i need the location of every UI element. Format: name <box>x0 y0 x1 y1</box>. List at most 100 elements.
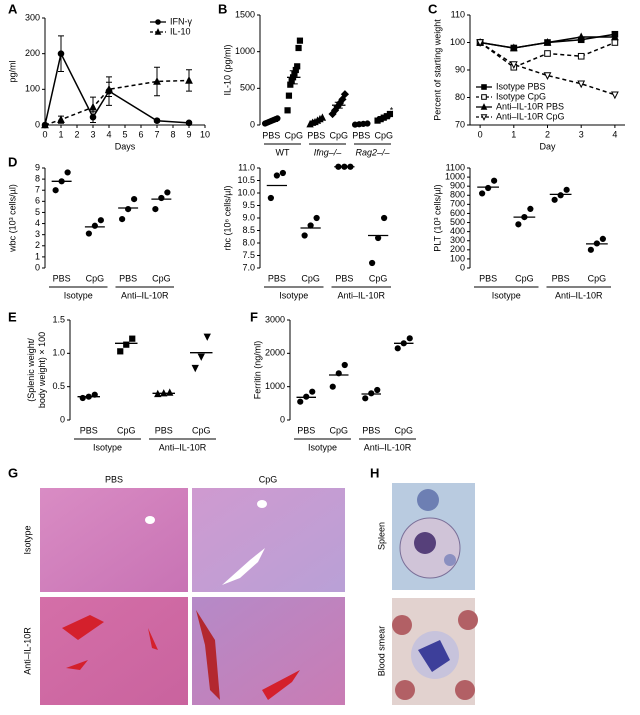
legend-marker <box>155 19 161 25</box>
point <box>267 194 274 202</box>
point <box>160 389 168 397</box>
point <box>295 44 302 52</box>
legend-label: Isotype CpG <box>496 91 546 101</box>
y-tick-label: 3 <box>35 229 40 239</box>
y-axis-label: PLT (10³ cells/µl) <box>432 184 442 251</box>
category-label: CpG <box>588 273 607 283</box>
category-label: CpG <box>301 273 320 283</box>
group-label: Isotype <box>492 290 521 300</box>
group-label: WT <box>276 147 290 157</box>
y-axis-label: (Splenic weight/body weight) × 100 <box>26 332 47 408</box>
row-label: Spleen <box>376 522 386 550</box>
y-tick-label: 8.0 <box>242 237 255 247</box>
point <box>153 77 161 85</box>
category-label: CpG <box>374 130 393 140</box>
point <box>284 107 291 114</box>
vessel <box>196 610 220 700</box>
y-tick-label: 10.5 <box>237 175 255 185</box>
legend-marker <box>154 28 162 35</box>
x-tick-label: 1 <box>58 129 63 139</box>
y-tick-label: 700 <box>450 199 465 209</box>
y-tick-label: 8.5 <box>242 225 255 235</box>
point <box>491 177 498 184</box>
category-label: PBS <box>155 425 173 435</box>
y-axis-label: Percent of starting weight <box>432 19 442 121</box>
y-tick-label: 1000 <box>445 171 465 181</box>
category-label: CpG <box>329 425 348 435</box>
point <box>509 43 518 52</box>
x-tick-label: 7 <box>154 129 159 139</box>
chart-panel: 7.0 7.5 8.0 8.5 9.0 9.5 10.0 10.5 11.0 rbc (10⁶ c… <box>222 162 391 300</box>
point <box>599 235 606 243</box>
legend-label: IFN-γ <box>170 16 192 26</box>
point <box>551 196 558 203</box>
y-tick-label: 4 <box>35 218 40 228</box>
group-label: Isotype <box>279 290 308 300</box>
category-label: CpG <box>192 425 211 435</box>
point <box>341 361 348 369</box>
chart-panel: A 0 100 200 300 pg/ml 0 1 2 3 4 5 6 7 8 9 10 Days IFN-γIL-… <box>7 1 210 151</box>
point <box>557 192 564 199</box>
x-tick-label: 9 <box>186 129 191 139</box>
point <box>368 390 375 397</box>
x-tick-label: 3 <box>579 129 584 139</box>
point <box>362 395 369 402</box>
point <box>335 370 342 377</box>
point <box>297 398 304 405</box>
point <box>164 189 171 196</box>
row-label: Isotype <box>22 525 32 554</box>
x-tick-label: 10 <box>200 129 210 139</box>
point <box>285 92 293 99</box>
group-label: Isotype <box>308 442 337 452</box>
legend-marker <box>481 94 487 100</box>
cytology-images <box>392 483 478 705</box>
histology-images <box>40 488 345 705</box>
point <box>544 50 551 57</box>
row-label: Anti–IL-10R <box>22 627 32 675</box>
x-tick-label: 4 <box>612 129 617 139</box>
nucleus <box>414 532 436 554</box>
y-tick-label: 5 <box>35 207 40 217</box>
panel-letter: B <box>218 1 227 16</box>
image <box>40 488 188 592</box>
column-label: CpG <box>259 474 278 484</box>
row-label: Blood smear <box>376 626 386 677</box>
y-axis-label: IL-10 (pg/ml) <box>222 44 232 95</box>
vessel <box>262 670 300 700</box>
x-tick-label: 4 <box>106 129 111 139</box>
image <box>192 488 345 592</box>
y-axis-label: Ferritin (ng/ml) <box>252 341 262 400</box>
rbc <box>455 680 475 700</box>
point <box>406 335 413 342</box>
category-label: PBS <box>479 273 497 283</box>
y-tick-label: 70 <box>455 119 465 129</box>
point <box>52 187 59 194</box>
panel-letter: D <box>8 154 17 169</box>
point <box>296 37 304 44</box>
vessel <box>222 548 265 585</box>
point <box>131 196 138 203</box>
panel-letter: C <box>428 1 438 16</box>
point <box>386 110 394 118</box>
y-tick-label: 100 <box>25 84 40 94</box>
point <box>515 221 522 228</box>
point <box>485 184 492 192</box>
point <box>166 388 174 396</box>
point <box>191 364 199 373</box>
category-label: PBS <box>80 425 98 435</box>
group-label: Ifng–/– <box>314 147 343 157</box>
y-tick-label: 0 <box>460 262 465 272</box>
y-tick-label: 800 <box>450 190 465 200</box>
point <box>400 340 407 347</box>
point <box>158 194 165 202</box>
chart-panel: B 0 500 1000 1500 IL-10 (pg/ml) PBS CpG PBS CpG PB… <box>218 1 394 157</box>
category-label: CpG <box>86 273 105 283</box>
legend-label: Anti–IL-10R CpG <box>496 111 565 121</box>
y-tick-label: 0 <box>35 262 40 272</box>
category-label: PBS <box>53 273 71 283</box>
annotation: * <box>390 105 394 115</box>
x-tick-label: 2 <box>74 129 79 139</box>
point <box>85 230 92 237</box>
